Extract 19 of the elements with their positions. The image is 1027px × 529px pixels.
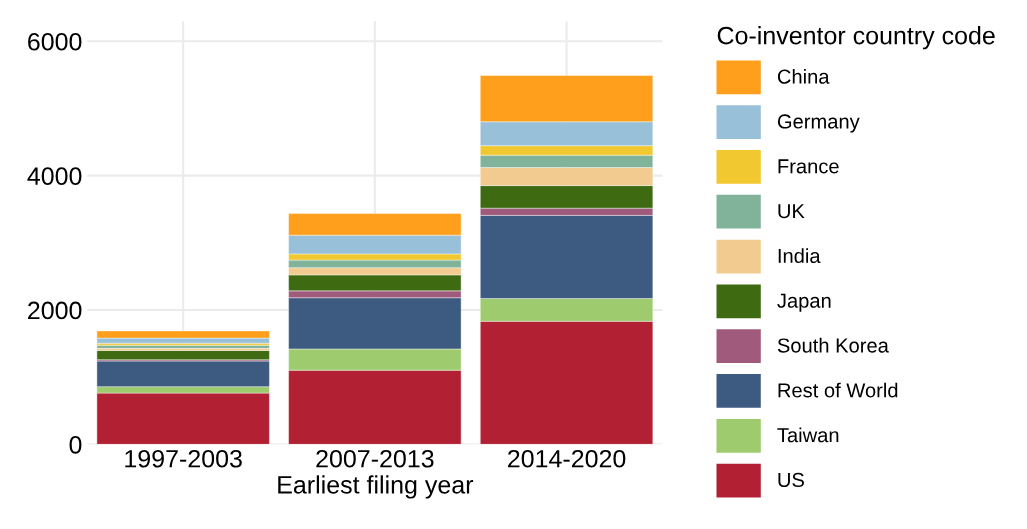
legend-label: Japan <box>777 293 831 312</box>
x-axis-title: Earliest filing year <box>278 475 474 499</box>
legend-title: Co-inventor country code <box>717 26 995 50</box>
y-tick-label: 2000 <box>28 301 82 320</box>
x-tick-label: 2007-2013 <box>316 449 434 468</box>
legend-label: Rest of World <box>778 382 898 398</box>
legend-label: UK <box>778 204 805 219</box>
y-tick-label: 6000 <box>28 32 82 51</box>
x-tick-label: 2014-2020 <box>508 449 626 468</box>
legend-label: India <box>778 248 821 264</box>
legend-label: South Korea <box>777 337 889 353</box>
legend-label: Taiwan <box>777 427 839 443</box>
x-tick-label: 1997-2003 <box>125 449 242 468</box>
legend-label: Germany <box>777 114 860 133</box>
y-tick-label: 4000 <box>27 167 82 185</box>
legend-label: China <box>777 69 830 84</box>
y-tick-label: 0 <box>69 435 82 454</box>
legend-label: France <box>778 159 839 174</box>
legend-label: US <box>778 472 804 488</box>
